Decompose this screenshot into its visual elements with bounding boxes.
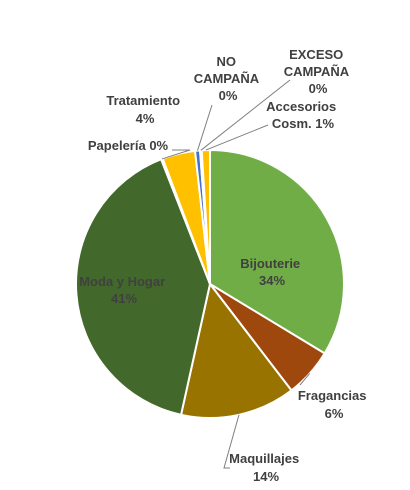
pie-slices [75, 149, 345, 419]
slice-maquillajes [180, 283, 293, 419]
slice-bijouterie [209, 149, 345, 355]
label-fragancias: Fragancias 6% [298, 388, 370, 421]
leader-no-campana [197, 104, 213, 151]
leader-accesorios-cosm [205, 124, 269, 151]
label-maquillajes: Maquillajes 14% [229, 451, 303, 484]
leader-papeleria [161, 149, 191, 160]
leader-maquillajes [223, 414, 240, 469]
label-exceso-campana: EXCESO CAMPAÑA 0% [284, 47, 353, 96]
leader-lines [161, 79, 311, 469]
label-accesorios-cosm: Accesorios Cosm. 1% [266, 99, 340, 131]
label-papeleria: Papelería 0% [88, 138, 169, 153]
label-moda-y-hogar: Moda y Hogar 41% [79, 274, 169, 306]
slice-moda-y-hogar [75, 158, 211, 416]
label-no-campana: NO CAMPAÑA 0% [194, 54, 263, 103]
label-tratamiento: Tratamiento 4% [106, 93, 183, 126]
leader-fragancias [299, 373, 311, 386]
label-bijouterie: Bijouterie 34% [240, 256, 304, 288]
leader-exceso-campana [200, 79, 291, 151]
